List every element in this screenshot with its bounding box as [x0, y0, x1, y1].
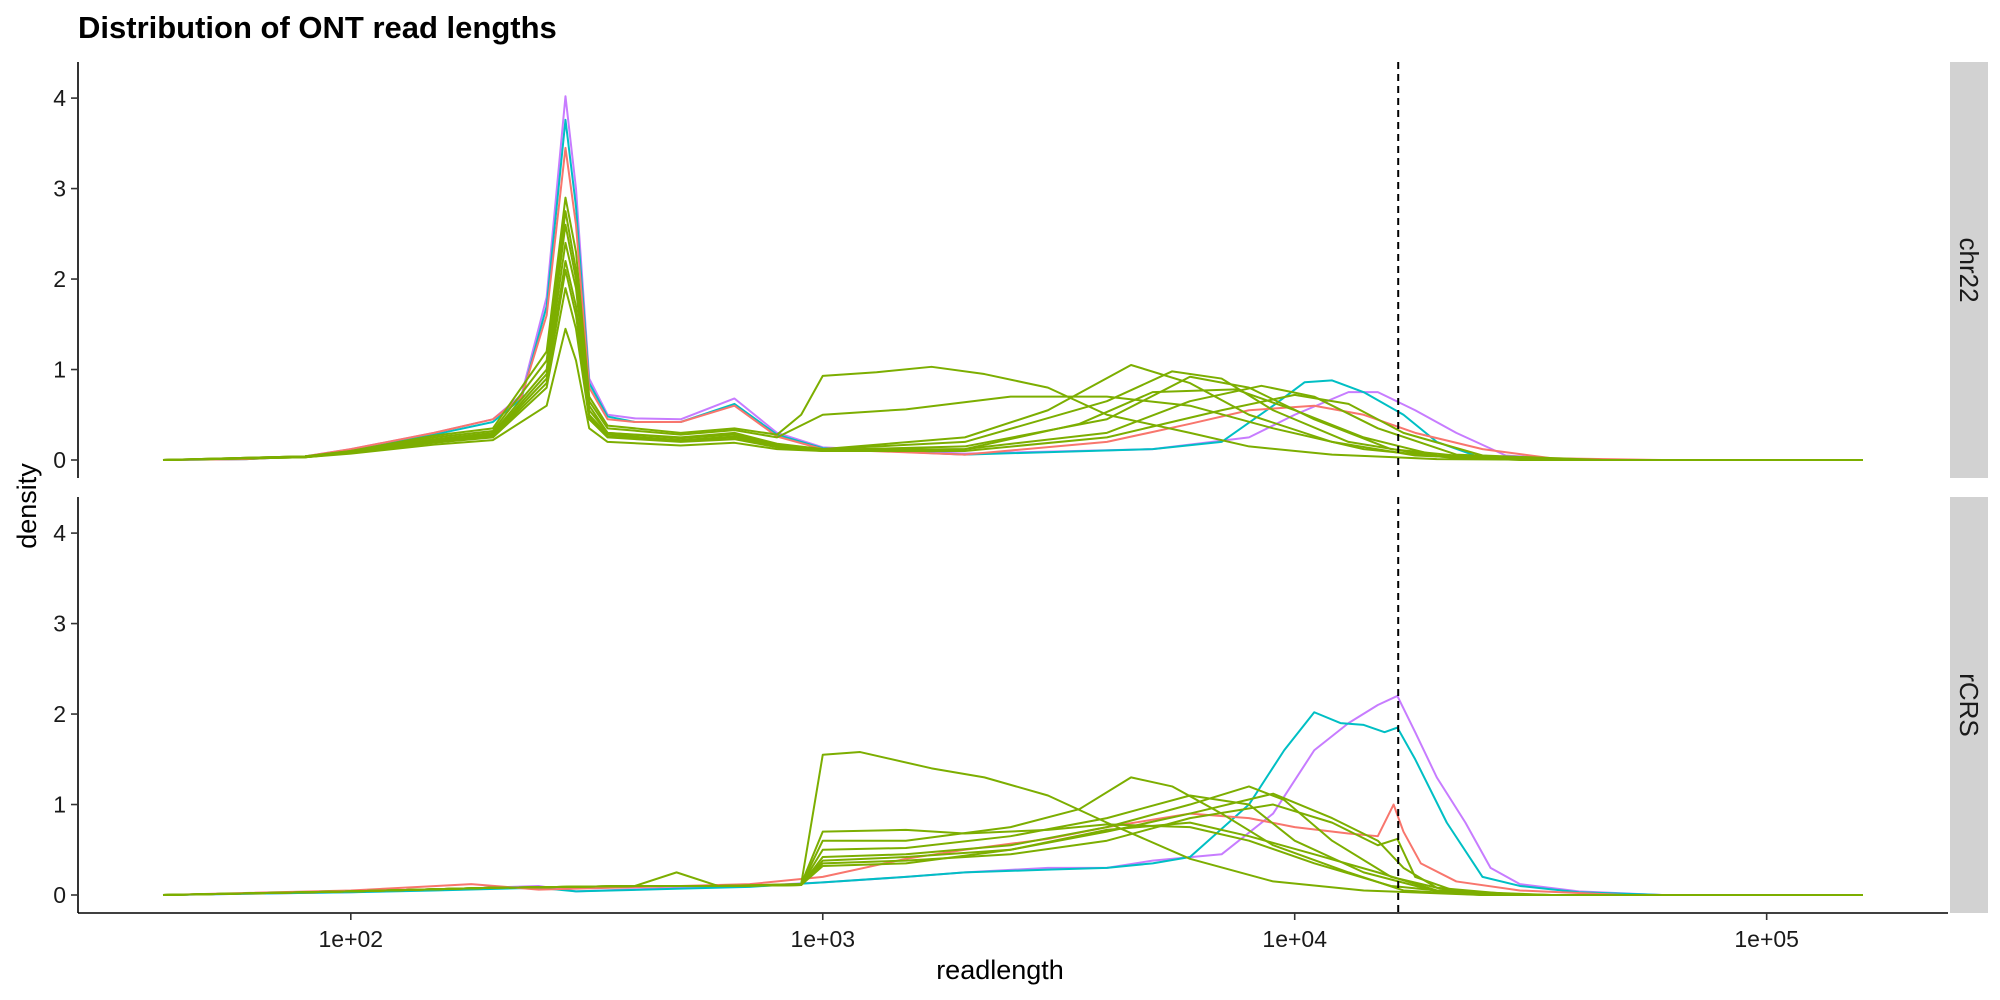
density-line [162, 210, 1863, 461]
y-axis-title: density [12, 463, 42, 549]
facet-label-chr22: chr22 [1954, 237, 1984, 302]
density-line [162, 223, 1863, 461]
y-tick-label: 2 [53, 701, 66, 727]
facet-label-rCRS: rCRS [1954, 673, 1984, 737]
density-line [162, 146, 1863, 461]
density-line [162, 95, 1863, 461]
y-tick-label: 4 [53, 85, 66, 111]
x-tick-label: 1e+02 [319, 926, 384, 952]
panel-chr22: 0 1 2 3 4 chr22 [53, 62, 1988, 478]
density-line [162, 821, 1863, 896]
density-line [162, 287, 1863, 461]
panel-rCRS: 0 1 2 3 4 rCRS 1e+02 1e+03 1e+04 1e+05 [53, 497, 1988, 952]
density-line [162, 196, 1863, 461]
y-tick-label: 0 [53, 447, 66, 473]
y-tick-label: 4 [53, 520, 66, 546]
x-axis-title: readlength [936, 955, 1064, 985]
density-line [162, 751, 1863, 896]
x-tick-label: 1e+04 [1262, 926, 1327, 952]
panels-layer: 0 1 2 3 4 chr22 0 1 2 3 4 rCRS 1e+02 1e+03 1e+04 1e+05 [53, 62, 1988, 952]
facet-strip [1950, 497, 1988, 913]
y-tick-label: 3 [53, 176, 66, 202]
y-tick-label: 2 [53, 266, 66, 292]
density-line [162, 803, 1863, 896]
y-tick-label: 0 [53, 882, 66, 908]
y-tick-label: 3 [53, 611, 66, 637]
x-tick-label: 1e+03 [790, 926, 855, 952]
density-line [162, 711, 1863, 896]
x-tick-label: 1e+05 [1734, 926, 1799, 952]
density-line [162, 694, 1863, 896]
y-tick-label: 1 [53, 792, 66, 818]
density-line [162, 785, 1863, 896]
density-line [162, 118, 1863, 461]
y-tick-label: 1 [53, 357, 66, 383]
chart-title: Distribution of ONT read lengths [78, 10, 557, 45]
density-line [162, 241, 1863, 461]
density-line [162, 269, 1863, 461]
facet-strip [1950, 62, 1988, 478]
density-line [162, 327, 1863, 461]
density-line [162, 259, 1863, 461]
